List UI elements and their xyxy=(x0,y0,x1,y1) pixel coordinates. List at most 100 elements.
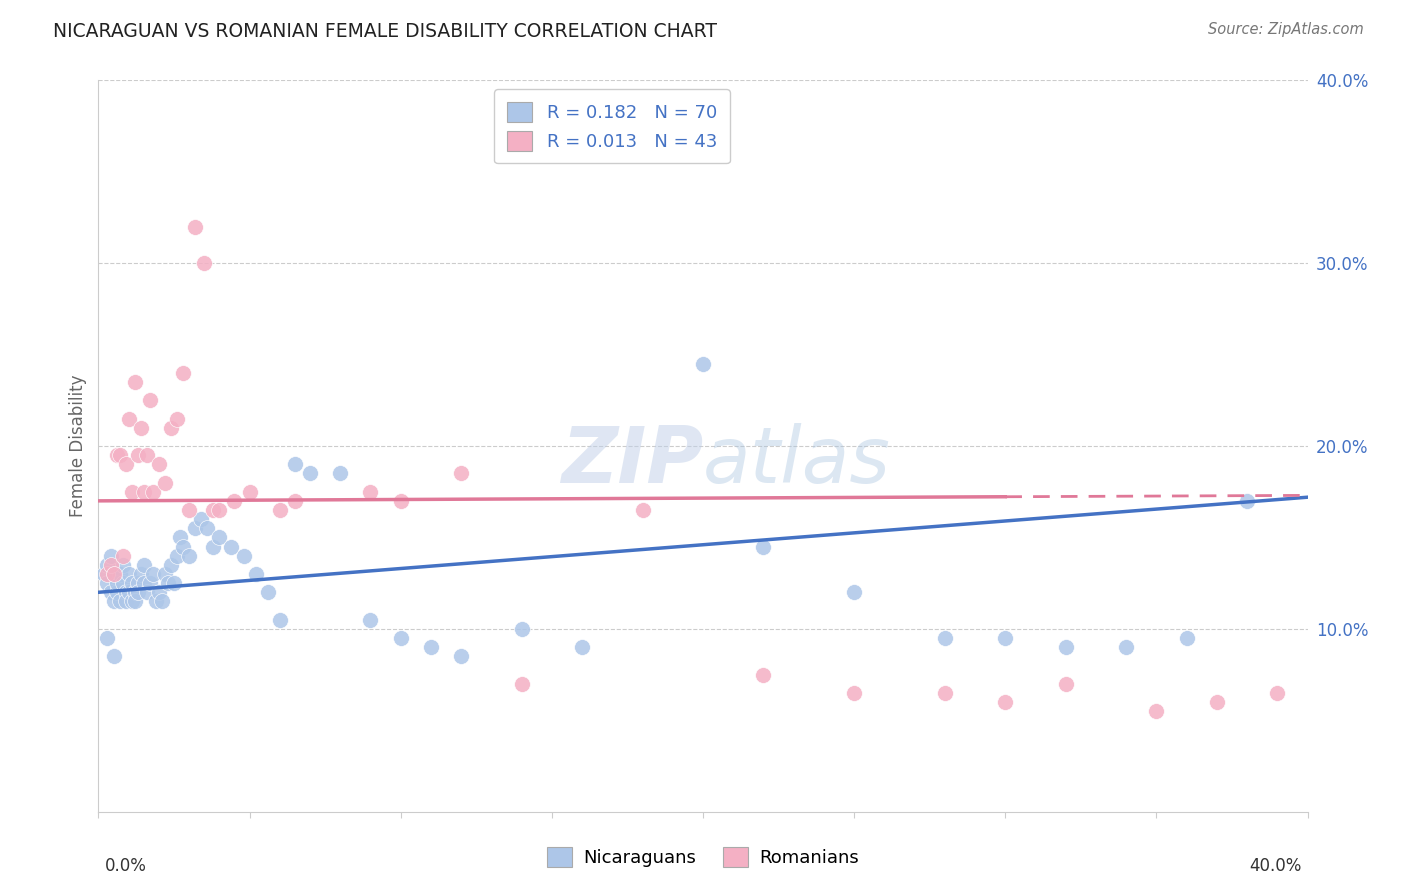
Point xyxy=(420,640,443,655)
Point xyxy=(360,613,382,627)
Point xyxy=(245,567,267,582)
Text: ZIP: ZIP xyxy=(561,423,703,499)
Point xyxy=(844,686,866,700)
Point xyxy=(132,576,155,591)
Point xyxy=(135,585,157,599)
Point xyxy=(127,448,149,462)
Point xyxy=(232,549,254,563)
Point xyxy=(105,576,128,591)
Point xyxy=(329,467,352,481)
Point xyxy=(124,594,146,608)
Point xyxy=(172,540,194,554)
Point xyxy=(256,585,278,599)
Point xyxy=(934,631,956,645)
Point xyxy=(93,567,115,582)
Point xyxy=(105,585,128,599)
Text: Source: ZipAtlas.com: Source: ZipAtlas.com xyxy=(1208,22,1364,37)
Point xyxy=(127,585,149,599)
Point xyxy=(111,549,134,563)
Legend: Nicaraguans, Romanians: Nicaraguans, Romanians xyxy=(540,839,866,874)
Point xyxy=(148,585,170,599)
Point xyxy=(389,494,412,508)
Point xyxy=(129,567,152,582)
Point xyxy=(114,585,136,599)
Point xyxy=(934,686,956,700)
Point xyxy=(1175,631,1198,645)
Point xyxy=(142,567,165,582)
Point xyxy=(166,549,188,563)
Point xyxy=(121,576,143,591)
Point xyxy=(202,503,225,517)
Point xyxy=(510,676,533,690)
Point xyxy=(752,540,775,554)
Point xyxy=(202,540,225,554)
Point xyxy=(111,576,134,591)
Point xyxy=(160,558,183,572)
Point xyxy=(145,594,167,608)
Point xyxy=(103,567,125,582)
Point xyxy=(1236,494,1258,508)
Point xyxy=(100,558,122,572)
Point xyxy=(148,457,170,471)
Point xyxy=(114,594,136,608)
Point xyxy=(450,467,472,481)
Point xyxy=(163,576,186,591)
Point xyxy=(571,640,593,655)
Legend: R = 0.182   N = 70, R = 0.013   N = 43: R = 0.182 N = 70, R = 0.013 N = 43 xyxy=(495,89,730,163)
Point xyxy=(692,357,714,371)
Point xyxy=(111,558,134,572)
Point xyxy=(994,631,1017,645)
Point xyxy=(1267,686,1289,700)
Point xyxy=(121,484,143,499)
Point xyxy=(208,503,231,517)
Point xyxy=(450,649,472,664)
Point xyxy=(103,567,125,582)
Point xyxy=(96,576,118,591)
Point xyxy=(142,484,165,499)
Point xyxy=(844,585,866,599)
Point xyxy=(195,521,218,535)
Point xyxy=(221,540,243,554)
Point xyxy=(96,558,118,572)
Point xyxy=(139,393,162,408)
Point xyxy=(179,503,201,517)
Point xyxy=(190,512,212,526)
Point xyxy=(994,695,1017,709)
Point xyxy=(360,484,382,499)
Point xyxy=(153,567,176,582)
Point xyxy=(224,494,246,508)
Point xyxy=(160,421,183,435)
Y-axis label: Female Disability: Female Disability xyxy=(69,375,87,517)
Point xyxy=(121,594,143,608)
Point xyxy=(124,375,146,389)
Text: atlas: atlas xyxy=(703,423,891,499)
Point xyxy=(129,421,152,435)
Point xyxy=(239,484,262,499)
Point xyxy=(184,521,207,535)
Point xyxy=(179,549,201,563)
Point xyxy=(184,219,207,234)
Point xyxy=(132,484,155,499)
Point xyxy=(1054,640,1077,655)
Point xyxy=(631,503,654,517)
Point xyxy=(208,530,231,544)
Point xyxy=(1054,676,1077,690)
Point xyxy=(127,576,149,591)
Point xyxy=(193,256,215,270)
Point xyxy=(269,613,291,627)
Point xyxy=(510,622,533,636)
Point xyxy=(100,585,122,599)
Point xyxy=(124,585,146,599)
Point xyxy=(166,411,188,425)
Point xyxy=(118,411,141,425)
Point xyxy=(299,467,322,481)
Point xyxy=(105,448,128,462)
Point xyxy=(269,503,291,517)
Point xyxy=(284,457,307,471)
Point xyxy=(108,567,131,582)
Point xyxy=(118,585,141,599)
Point xyxy=(169,530,191,544)
Point xyxy=(752,667,775,681)
Point xyxy=(132,558,155,572)
Point xyxy=(96,567,118,582)
